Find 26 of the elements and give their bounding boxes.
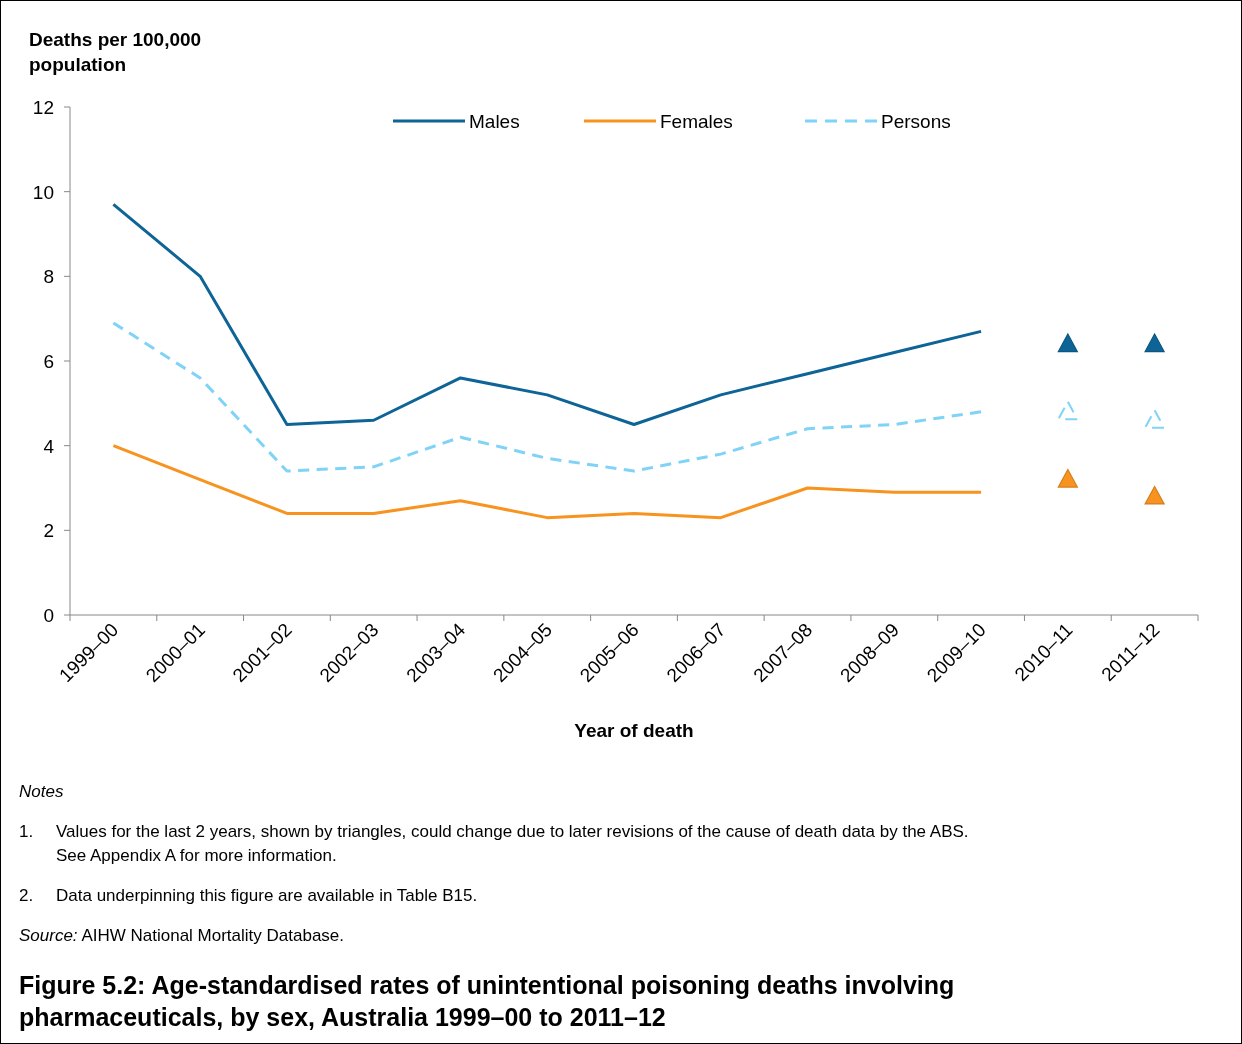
y-tick-label: 10 xyxy=(32,181,54,203)
text: Notes xyxy=(19,782,64,801)
text: 1. Values for the last 2 years, shown by triangles, could change due to later revisions of the cause of death data by the ABS. See Appendix A for more information. xyxy=(19,822,969,865)
point xyxy=(1057,333,1078,353)
legend-label: Females xyxy=(660,111,733,132)
y-tick-label: 4 xyxy=(43,435,55,457)
y-tick-label: 0 xyxy=(43,605,54,626)
point xyxy=(1144,333,1165,353)
line-series xyxy=(111,444,983,520)
text: Figure 5.2: Age-standardised rates of unintentional poisoning deaths involving pharmaceuticals, by sex, Australia 1999–00 to 2011–12 xyxy=(19,971,955,1031)
point xyxy=(1144,409,1166,429)
legend-label: Persons xyxy=(881,111,951,132)
y-tick-label: 12 xyxy=(32,97,54,118)
y-tick-label: 6 xyxy=(43,351,54,372)
point xyxy=(1057,468,1078,488)
text: 2. Data underpinning this figure are available in Table B15. xyxy=(19,886,478,905)
x-axis-title: Year of death xyxy=(574,720,694,741)
y-tick-label: 8 xyxy=(43,266,54,288)
line-series xyxy=(111,202,983,426)
point xyxy=(1144,485,1165,505)
line-series xyxy=(111,321,983,473)
source-note: Source: AIHW National Mortality Database. xyxy=(19,926,345,945)
y-axis-title: Deaths per 100,000 population xyxy=(29,29,202,75)
y-tick-label: 2 xyxy=(43,520,54,542)
point xyxy=(1057,400,1079,421)
legend-label: Males xyxy=(469,111,520,132)
